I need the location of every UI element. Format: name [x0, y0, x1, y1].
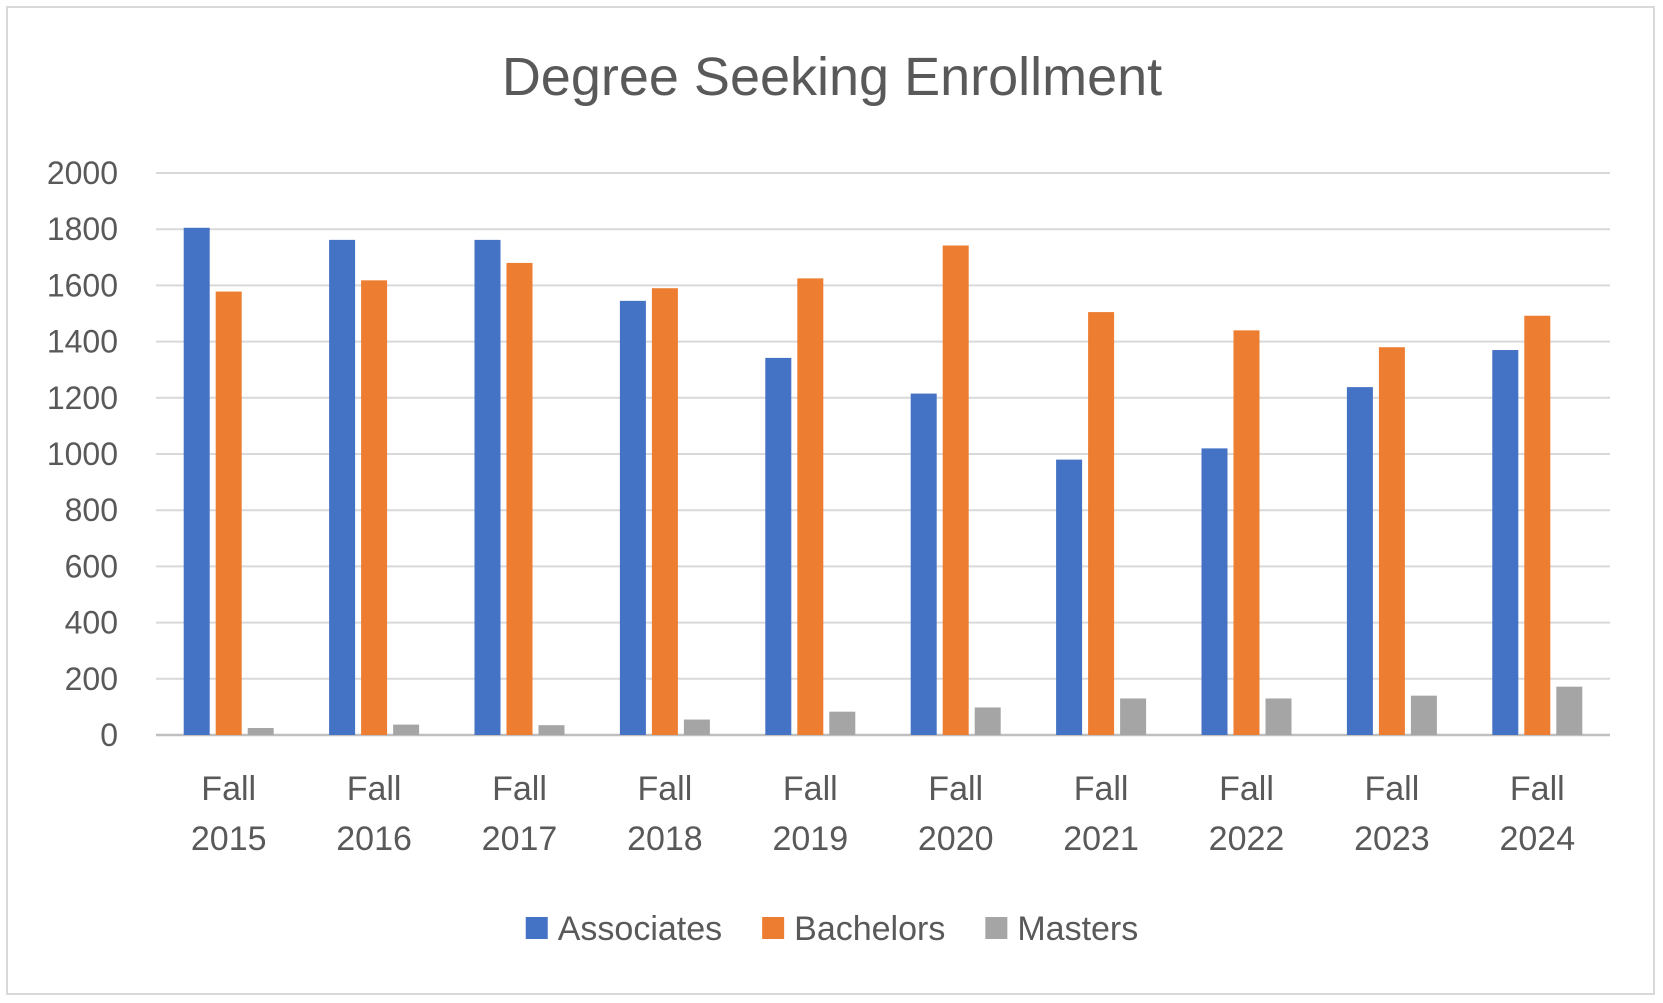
x-tick-label: Fall [1074, 770, 1129, 808]
bar-bachelors [651, 288, 678, 735]
x-tick-label: Fall [492, 770, 547, 808]
bars [183, 227, 1583, 736]
legend-swatch-masters [985, 917, 1008, 939]
bar-bachelors [1524, 315, 1551, 735]
x-tick-label: 2017 [482, 820, 558, 858]
legend-label-bachelors: Bachelors [794, 910, 945, 948]
x-tick-label: Fall [201, 770, 256, 808]
bar-associates [329, 239, 356, 736]
bar-masters [1556, 686, 1583, 735]
x-tick-label: 2015 [191, 820, 267, 858]
y-tick-label: 1800 [47, 211, 118, 247]
bar-bachelors [361, 280, 388, 735]
bar-masters [393, 724, 420, 735]
y-tick-label: 1000 [47, 436, 118, 472]
x-tick-label: 2024 [1499, 820, 1575, 858]
y-tick-label: 2000 [47, 155, 118, 191]
bar-bachelors [215, 291, 242, 735]
bar-masters [683, 719, 710, 735]
x-tick-label: 2021 [1063, 820, 1139, 858]
y-tick-label: 0 [100, 717, 118, 753]
x-axis-ticks: Fall 2015 Fall 2016 Fall 2017 Fall 2018 Fall 2019… [191, 770, 1575, 858]
x-tick-label: 2022 [1209, 820, 1285, 858]
bar-associates [474, 239, 501, 736]
bar-associates [619, 300, 646, 735]
y-tick-label: 1600 [47, 267, 118, 303]
y-tick-label: 1400 [47, 324, 118, 360]
y-tick-label: 800 [65, 492, 118, 528]
x-tick-label: Fall [1510, 770, 1565, 808]
y-tick-label: 1200 [47, 380, 118, 416]
bar-bachelors [1378, 347, 1405, 735]
legend-label-masters: Masters [1017, 910, 1138, 948]
bar-bachelors [1088, 312, 1115, 735]
bar-associates [910, 393, 937, 735]
bar-associates [1346, 387, 1373, 735]
x-tick-label: Fall [928, 770, 983, 808]
legend-swatch-associates [525, 917, 548, 939]
x-tick-label: Fall [783, 770, 838, 808]
y-tick-label: 400 [65, 605, 118, 641]
bar-masters [829, 711, 856, 735]
bar-masters [538, 725, 565, 735]
x-tick-label: Fall [1365, 770, 1420, 808]
y-axis-ticks: 0 200 400 600 800 1000 1200 1400 1600 1800 2000 [47, 155, 118, 753]
bar-bachelors [797, 278, 824, 735]
x-tick-label: Fall [638, 770, 693, 808]
bar-bachelors [1233, 330, 1260, 735]
bar-associates [1492, 350, 1519, 735]
bar-bachelors [506, 262, 533, 735]
x-tick-label: Fall [347, 770, 402, 808]
y-tick-label: 600 [65, 548, 118, 584]
x-tick-label: 2023 [1354, 820, 1430, 858]
bar-masters [247, 727, 274, 735]
bar-masters [974, 707, 1001, 735]
bar-associates [765, 357, 792, 735]
x-tick-label: 2020 [918, 820, 994, 858]
legend-swatch-bachelors [762, 917, 785, 939]
chart-title: Degree Seeking Enrollment [502, 47, 1162, 107]
bar-bachelors [942, 245, 969, 736]
bar-masters [1120, 698, 1147, 735]
x-tick-label: 2016 [336, 820, 412, 858]
x-tick-label: 2018 [627, 820, 703, 858]
legend-label-associates: Associates [558, 910, 722, 948]
legend: Associates Bachelors Masters [525, 910, 1138, 948]
bar-associates [183, 227, 210, 736]
bar-associates [1056, 459, 1083, 735]
bar-associates [1201, 448, 1228, 735]
y-tick-label: 200 [65, 661, 118, 697]
x-tick-label: Fall [1219, 770, 1274, 808]
bar-masters [1410, 695, 1437, 735]
bar-masters [1265, 698, 1292, 735]
x-tick-label: 2019 [772, 820, 848, 858]
